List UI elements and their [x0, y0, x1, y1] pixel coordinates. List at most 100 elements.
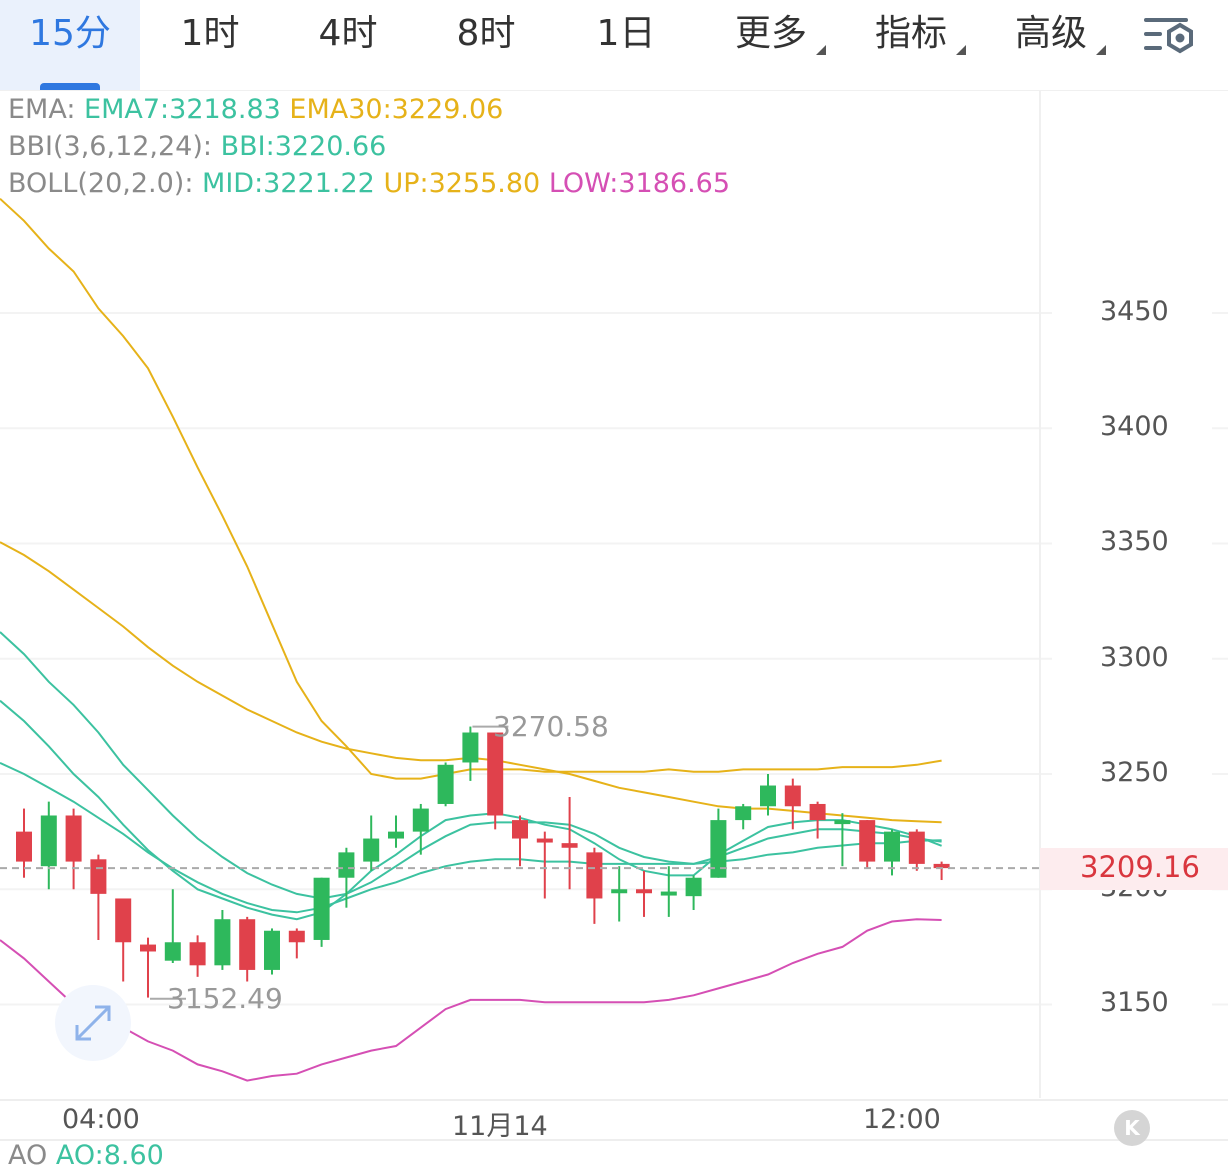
tab-label: 1日 — [596, 13, 656, 54]
candle-down — [536, 838, 553, 843]
dropdown-caret-icon — [1096, 45, 1106, 55]
candle-down — [140, 944, 156, 952]
boll-up-value: UP:3255.80 — [383, 168, 541, 199]
series-line-boll-up — [0, 197, 942, 780]
candle-up — [884, 831, 900, 862]
candle-up — [760, 785, 776, 807]
candle-down — [561, 843, 578, 848]
tab-label: 1时 — [180, 13, 240, 54]
chart-settings-icon[interactable] — [1140, 12, 1200, 62]
candle-down — [512, 820, 528, 839]
candle-up — [363, 838, 380, 862]
ema30-value: EMA30:3229.06 — [289, 94, 504, 125]
tab-15min[interactable]: 15分 — [0, 0, 140, 90]
y-tick-label: 3150 — [1100, 987, 1169, 1018]
candle-down — [16, 831, 32, 862]
candle-down — [90, 859, 107, 894]
bbi-value: BBI:3220.66 — [220, 131, 387, 162]
bbi-legend: BBI(3,6,12,24): BBI:3220.66 — [8, 131, 386, 162]
tab-label: 8时 — [456, 13, 516, 54]
candle-up — [338, 852, 355, 878]
candle-down — [809, 803, 826, 821]
boll-legend-name: BOLL(20,2.0): — [8, 168, 194, 199]
tab-label: 更多 — [734, 13, 807, 54]
tab-advanced[interactable]: 高级 — [996, 0, 1106, 90]
low-price-label: 3152.49 — [167, 982, 283, 1015]
ao-legend: AO AO:8.60 — [8, 1140, 164, 1171]
ema-legend-name: EMA: — [8, 94, 76, 125]
tab-4h[interactable]: 4时 — [288, 0, 408, 90]
candle-down — [933, 863, 950, 869]
bbi-legend-name: BBI(3,6,12,24): — [8, 131, 212, 162]
candle-up — [660, 891, 677, 896]
candle-up — [388, 831, 404, 839]
candle-up — [462, 732, 479, 763]
boll-mid-value: MID:3221.22 — [202, 168, 375, 199]
extreme-markers — [150, 725, 509, 1000]
fullscreen-button[interactable] — [55, 985, 131, 1061]
candle-down — [487, 732, 504, 816]
tab-8h[interactable]: 8时 — [426, 0, 546, 90]
series-line-mid — [0, 761, 942, 914]
x-tick-label: 11月14 — [452, 1111, 548, 1142]
candle-down — [115, 898, 132, 943]
candle-up — [685, 877, 702, 897]
active-tab-indicator — [40, 83, 100, 90]
x-tick-label: 04:00 — [62, 1104, 140, 1135]
series-line-bbi — [0, 631, 942, 900]
candle-down — [586, 852, 603, 899]
x-tick-label: 12:00 — [863, 1104, 941, 1135]
candle-up — [164, 942, 181, 961]
tab-more[interactable]: 更多 — [716, 0, 826, 90]
tab-1d[interactable]: 1日 — [566, 0, 686, 90]
k-icon: K — [1124, 1116, 1140, 1140]
tab-indicators[interactable]: 指标 — [856, 0, 966, 90]
candle-up — [40, 815, 57, 867]
y-tick-label: 3250 — [1100, 757, 1169, 788]
last-price-tag: 3209.16 — [1040, 848, 1228, 890]
dropdown-caret-icon — [816, 45, 826, 55]
candle-up — [611, 889, 628, 894]
k-line-button[interactable]: K — [1114, 1110, 1150, 1146]
candle-up — [710, 820, 727, 878]
y-tick-label: 3400 — [1100, 411, 1169, 442]
dropdown-caret-icon — [956, 45, 966, 55]
period-toolbar: 15分 1时 4时 8时 1日 更多 指标 高级 — [0, 0, 1228, 91]
expand-arrows-icon — [75, 1005, 111, 1041]
ema7-value: EMA7:3218.83 — [84, 94, 281, 125]
candle-down — [784, 785, 801, 807]
tab-1h[interactable]: 1时 — [150, 0, 270, 90]
candle-up — [735, 806, 752, 821]
candle-up — [834, 820, 851, 825]
candle-down — [859, 820, 876, 862]
grid-lines — [0, 312, 1228, 1006]
ema-legend: EMA: EMA7:3218.83 EMA30:3229.06 — [8, 94, 503, 125]
candle-down — [288, 930, 305, 943]
candle-up — [214, 919, 231, 966]
tab-label: 高级 — [1014, 13, 1087, 54]
candle-up — [437, 764, 454, 804]
tab-label: 15分 — [29, 13, 111, 54]
last-price-value: 3209.16 — [1080, 850, 1200, 884]
candle-up — [313, 877, 330, 940]
y-tick-label: 3300 — [1100, 642, 1169, 673]
candle-up — [264, 930, 280, 970]
ao-name: AO — [8, 1140, 48, 1171]
ao-value: AO:8.60 — [55, 1140, 164, 1171]
boll-legend: BOLL(20,2.0): MID:3221.22 UP:3255.80 LOW… — [8, 168, 730, 199]
series-line-boll-low — [0, 918, 942, 1082]
candle-down — [239, 919, 256, 970]
y-tick-label: 3350 — [1100, 526, 1169, 557]
indicator-lines — [0, 197, 942, 1082]
tab-label: 4时 — [318, 13, 378, 54]
candle-down — [65, 815, 82, 862]
candles — [16, 726, 950, 998]
boll-low-value: LOW:3186.65 — [548, 168, 731, 199]
high-price-label: 3270.58 — [493, 710, 609, 743]
y-tick-label: 3450 — [1100, 296, 1169, 327]
candle-up — [412, 808, 429, 832]
tab-label: 指标 — [874, 13, 947, 54]
candle-down — [189, 942, 206, 966]
candle-down — [636, 889, 652, 894]
